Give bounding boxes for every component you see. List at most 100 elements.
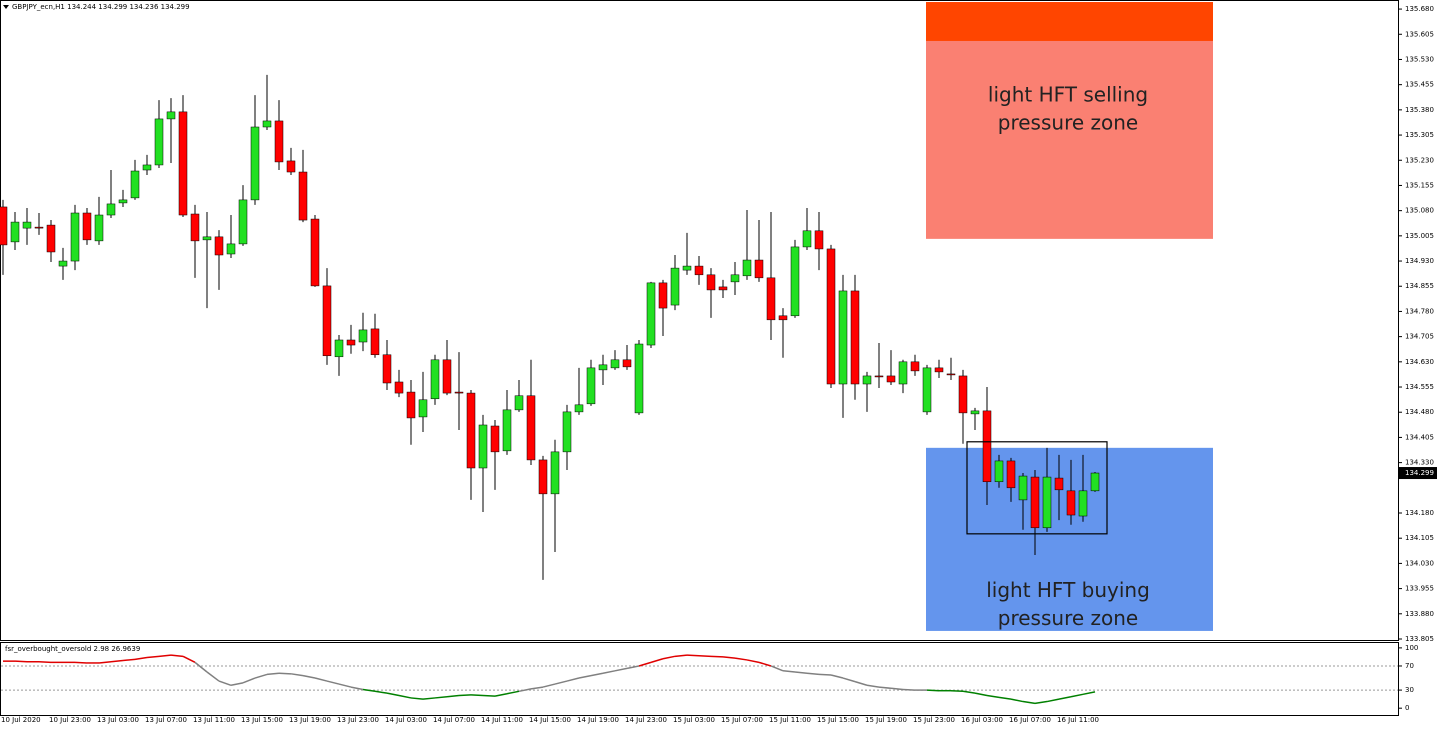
candle-body (406, 391, 416, 419)
candle-body (130, 170, 140, 199)
candle-body (958, 375, 968, 414)
indicator-segment (386, 692, 400, 697)
indicator-segment (1058, 695, 1072, 700)
x-tick-label: 14 Jul 07:00 (433, 716, 475, 724)
indicator-segment (1070, 693, 1084, 698)
x-tick-label: 15 Jul 07:00 (721, 716, 763, 724)
candle-body (934, 367, 944, 373)
candle-body (550, 451, 560, 495)
indicator-segment (218, 680, 232, 686)
candle-body (982, 410, 992, 483)
candle-body (358, 329, 368, 343)
indicator-segment (482, 694, 496, 697)
y-tick-label: 30 (1405, 686, 1414, 694)
x-tick-label: 13 Jul 07:00 (145, 716, 187, 724)
candle-body (610, 359, 620, 369)
header-icon (3, 5, 9, 9)
indicator-segment (494, 692, 508, 697)
x-tick-label: 13 Jul 19:00 (289, 716, 331, 724)
candle-body (850, 290, 860, 385)
candle-body (538, 459, 548, 495)
y-tick-label: 135.605 (1405, 30, 1434, 38)
candle-body (94, 214, 104, 242)
candle-body (718, 286, 728, 291)
y-tick-label: 0 (1405, 704, 1409, 712)
y-tick-label: 134.105 (1405, 534, 1434, 542)
candle-body (646, 282, 656, 346)
indicator-segment (710, 655, 724, 658)
x-tick-label: 15 Jul 11:00 (769, 716, 811, 724)
candle-body (418, 399, 428, 418)
candle-body (238, 199, 248, 245)
x-tick-label: 15 Jul 15:00 (817, 716, 859, 724)
y-tick-label: 134.180 (1405, 509, 1434, 517)
indicator-segment (806, 672, 820, 676)
candle-body (262, 120, 272, 128)
candle-body (598, 364, 608, 371)
x-tick-label: 14 Jul 03:00 (385, 716, 427, 724)
indicator-segment (170, 654, 184, 658)
indicator-segment (194, 661, 208, 673)
candle-body (502, 409, 512, 452)
candle-body (1054, 477, 1064, 491)
indicator-segment (614, 667, 628, 672)
candle-body (790, 246, 800, 317)
indicator-segment (350, 686, 364, 691)
indicator-segment (698, 654, 712, 658)
candle-body (562, 411, 572, 453)
indicator-segment (662, 655, 676, 660)
candle-body (574, 404, 584, 413)
x-tick-label: 10 Jul 23:00 (49, 716, 91, 724)
y-tick-label: 135.080 (1405, 207, 1434, 215)
indicator-segment (578, 674, 592, 679)
candle-body (1006, 460, 1016, 489)
price-zone (926, 40, 1213, 239)
candle-body (346, 339, 356, 346)
y-tick-label: 135.155 (1405, 181, 1434, 189)
x-tick-label: 13 Jul 11:00 (193, 716, 235, 724)
indicator-segment (590, 672, 604, 677)
indicator-segment (542, 683, 556, 688)
indicator-segment (398, 694, 412, 699)
candle-body (490, 425, 500, 453)
indicator-segment (266, 672, 280, 676)
zone-label: pressure zone (998, 606, 1138, 630)
price-marker (1399, 467, 1437, 480)
candle-body (922, 367, 932, 413)
candle-body (1042, 476, 1052, 529)
indicator-segment (458, 694, 472, 697)
x-tick-label: 14 Jul 23:00 (625, 716, 667, 724)
y-tick-label: 70 (1405, 662, 1414, 670)
indicator-segment (758, 661, 772, 667)
indicator-segment (98, 661, 112, 664)
indicator-segment (530, 686, 544, 690)
indicator-segment (38, 661, 52, 664)
y-tick-label: 134.705 (1405, 333, 1434, 341)
candle-body (226, 243, 236, 255)
candle-body (910, 361, 920, 372)
indicator-segment (1046, 698, 1060, 703)
indicator-segment (650, 658, 664, 664)
y-tick-label: 134.555 (1405, 383, 1434, 391)
candle-body (1018, 475, 1028, 501)
indicator-segment (986, 694, 1000, 699)
candle-body (370, 328, 380, 356)
indicator-segment (290, 673, 304, 677)
indicator-segment (734, 657, 748, 661)
indicator-segment (158, 654, 172, 658)
y-tick-label: 134.630 (1405, 358, 1434, 366)
candle-body (286, 160, 296, 173)
y-tick-label: 134.855 (1405, 282, 1434, 290)
indicator-segment (242, 677, 256, 684)
y-tick-label: 135.680 (1405, 5, 1434, 13)
candle-body (874, 375, 884, 378)
candle-body (46, 224, 56, 253)
x-tick-label: 15 Jul 23:00 (913, 716, 955, 724)
candle-body (466, 392, 476, 469)
candle-body (514, 395, 524, 411)
candle-body (838, 290, 848, 385)
y-tick-label: 134.480 (1405, 408, 1434, 416)
candle-body (430, 359, 440, 400)
y-tick-label: 133.955 (1405, 585, 1434, 593)
y-tick-label: 135.455 (1405, 81, 1434, 89)
